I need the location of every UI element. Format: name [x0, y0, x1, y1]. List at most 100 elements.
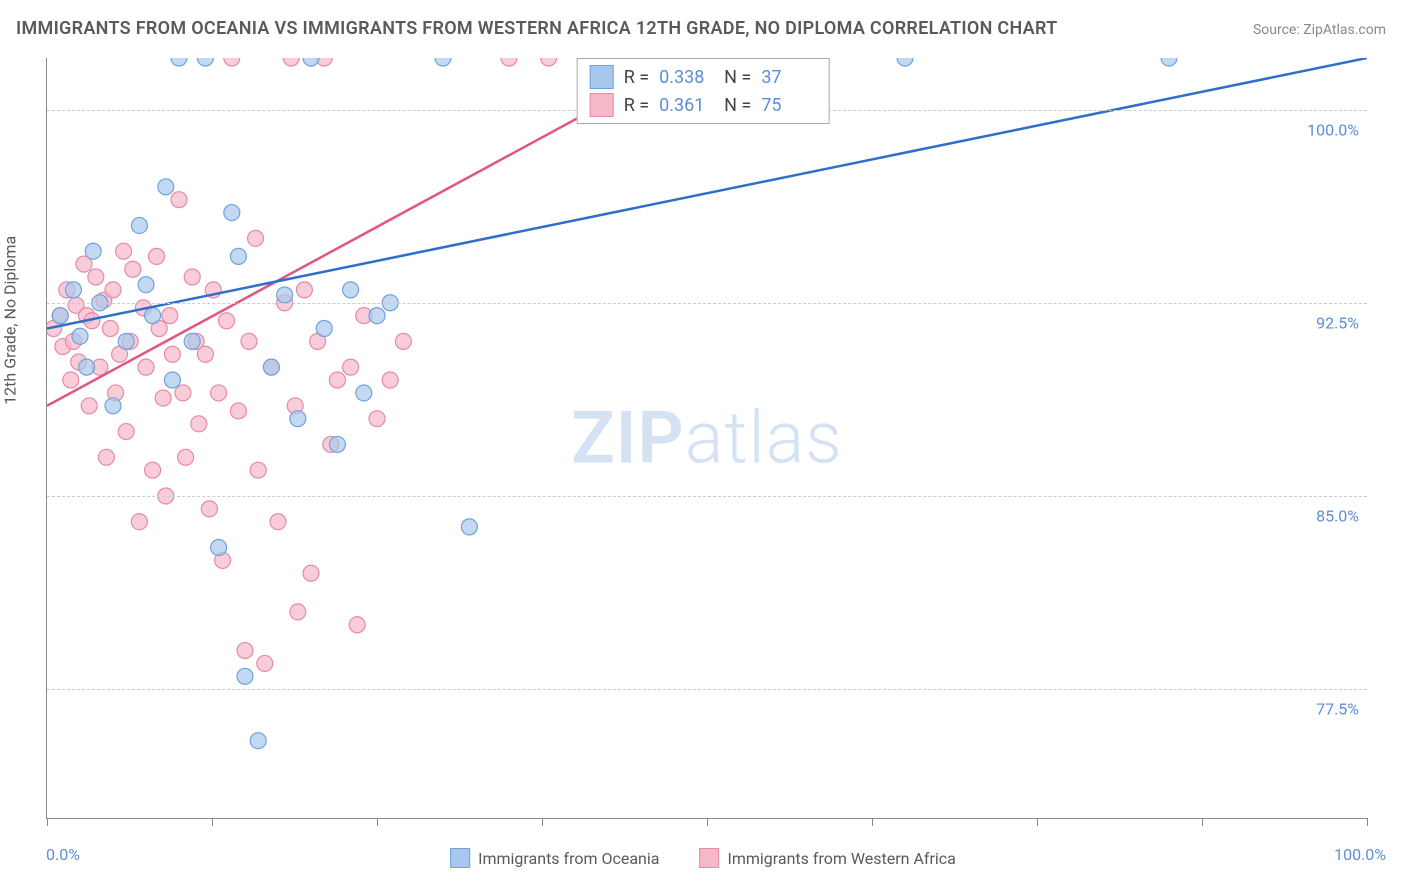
data-point: [184, 333, 200, 349]
data-point: [105, 398, 121, 414]
data-point: [349, 617, 365, 633]
stat-n-label: N =: [724, 95, 751, 116]
data-point: [329, 372, 345, 388]
source-label: Source: ZipAtlas.com: [1253, 22, 1386, 38]
data-point: [171, 58, 187, 66]
stat-n-value: 75: [761, 95, 816, 116]
gridline: [47, 496, 1367, 497]
y-tick-label: 100.0%: [1307, 120, 1359, 139]
stat-r-value: 0.338: [659, 67, 714, 88]
data-point: [277, 287, 293, 303]
data-point: [164, 346, 180, 362]
x-tick: [47, 818, 48, 826]
gridline: [47, 689, 1367, 690]
legend-label: Immigrants from Oceania: [478, 849, 659, 868]
x-axis-right-label: 100.0%: [1334, 845, 1386, 864]
data-point: [461, 519, 477, 535]
x-tick: [212, 818, 213, 826]
data-point: [178, 449, 194, 465]
legend-swatch: [699, 848, 719, 868]
data-point: [125, 261, 141, 277]
data-point: [171, 192, 187, 208]
data-point: [369, 308, 385, 324]
stat-r-value: 0.361: [659, 95, 714, 116]
data-point: [230, 248, 246, 264]
data-point: [98, 449, 114, 465]
data-point: [356, 385, 372, 401]
bottom-legend: Immigrants from OceaniaImmigrants from W…: [450, 848, 956, 868]
x-tick: [707, 818, 708, 826]
data-point: [369, 411, 385, 427]
data-point: [116, 243, 132, 259]
data-point: [211, 539, 227, 555]
data-point: [191, 416, 207, 432]
gridline: [47, 303, 1367, 304]
data-point: [501, 58, 517, 66]
y-tick-label: 77.5%: [1316, 700, 1359, 719]
legend-swatch: [590, 65, 614, 89]
data-point: [145, 308, 161, 324]
data-point: [897, 58, 913, 66]
legend-swatch: [590, 93, 614, 117]
data-point: [250, 462, 266, 478]
x-tick: [872, 818, 873, 826]
data-point: [303, 565, 319, 581]
data-point: [237, 668, 253, 684]
data-point: [164, 372, 180, 388]
legend-swatch: [450, 848, 470, 868]
stats-row: R =0.338N =37: [590, 65, 817, 89]
data-point: [237, 643, 253, 659]
data-point: [303, 58, 319, 66]
stat-n-value: 37: [761, 67, 816, 88]
data-point: [1161, 58, 1177, 66]
x-tick: [1367, 818, 1368, 826]
data-point: [283, 58, 299, 66]
chart-area: ZIPatlas 77.5%85.0%92.5%100.0%: [46, 58, 1367, 819]
data-point: [224, 205, 240, 221]
data-point: [149, 248, 165, 264]
y-axis-label: 12th Grade, No Diploma: [1, 236, 20, 405]
data-point: [85, 243, 101, 259]
data-point: [105, 282, 121, 298]
data-point: [224, 58, 240, 66]
data-point: [138, 359, 154, 375]
data-point: [72, 328, 88, 344]
data-point: [201, 501, 217, 517]
data-point: [541, 58, 557, 66]
data-point: [230, 403, 246, 419]
stats-box: R =0.338N =37R =0.361N =75: [577, 58, 830, 124]
data-point: [162, 308, 178, 324]
x-tick: [1202, 818, 1203, 826]
trend-line: [47, 84, 641, 406]
data-point: [316, 321, 332, 337]
data-point: [158, 179, 174, 195]
data-point: [329, 436, 345, 452]
data-point: [263, 359, 279, 375]
stat-r-label: R =: [624, 67, 649, 88]
data-point: [250, 733, 266, 749]
x-axis-left-label: 0.0%: [46, 845, 80, 864]
data-point: [145, 462, 161, 478]
stats-row: R =0.361N =75: [590, 93, 817, 117]
data-point: [290, 604, 306, 620]
data-point: [219, 313, 235, 329]
data-point: [290, 411, 306, 427]
data-point: [131, 217, 147, 233]
data-point: [155, 390, 171, 406]
data-point: [81, 398, 97, 414]
data-point: [65, 282, 81, 298]
data-point: [79, 359, 95, 375]
x-tick: [542, 818, 543, 826]
data-point: [175, 385, 191, 401]
data-point: [241, 333, 257, 349]
data-point: [52, 308, 68, 324]
data-point: [211, 385, 227, 401]
data-point: [343, 282, 359, 298]
y-tick-label: 92.5%: [1316, 313, 1359, 332]
data-point: [382, 372, 398, 388]
data-point: [88, 269, 104, 285]
x-tick: [1037, 818, 1038, 826]
data-point: [296, 282, 312, 298]
chart-title: IMMIGRANTS FROM OCEANIA VS IMMIGRANTS FR…: [16, 18, 1058, 39]
x-tick: [377, 818, 378, 826]
